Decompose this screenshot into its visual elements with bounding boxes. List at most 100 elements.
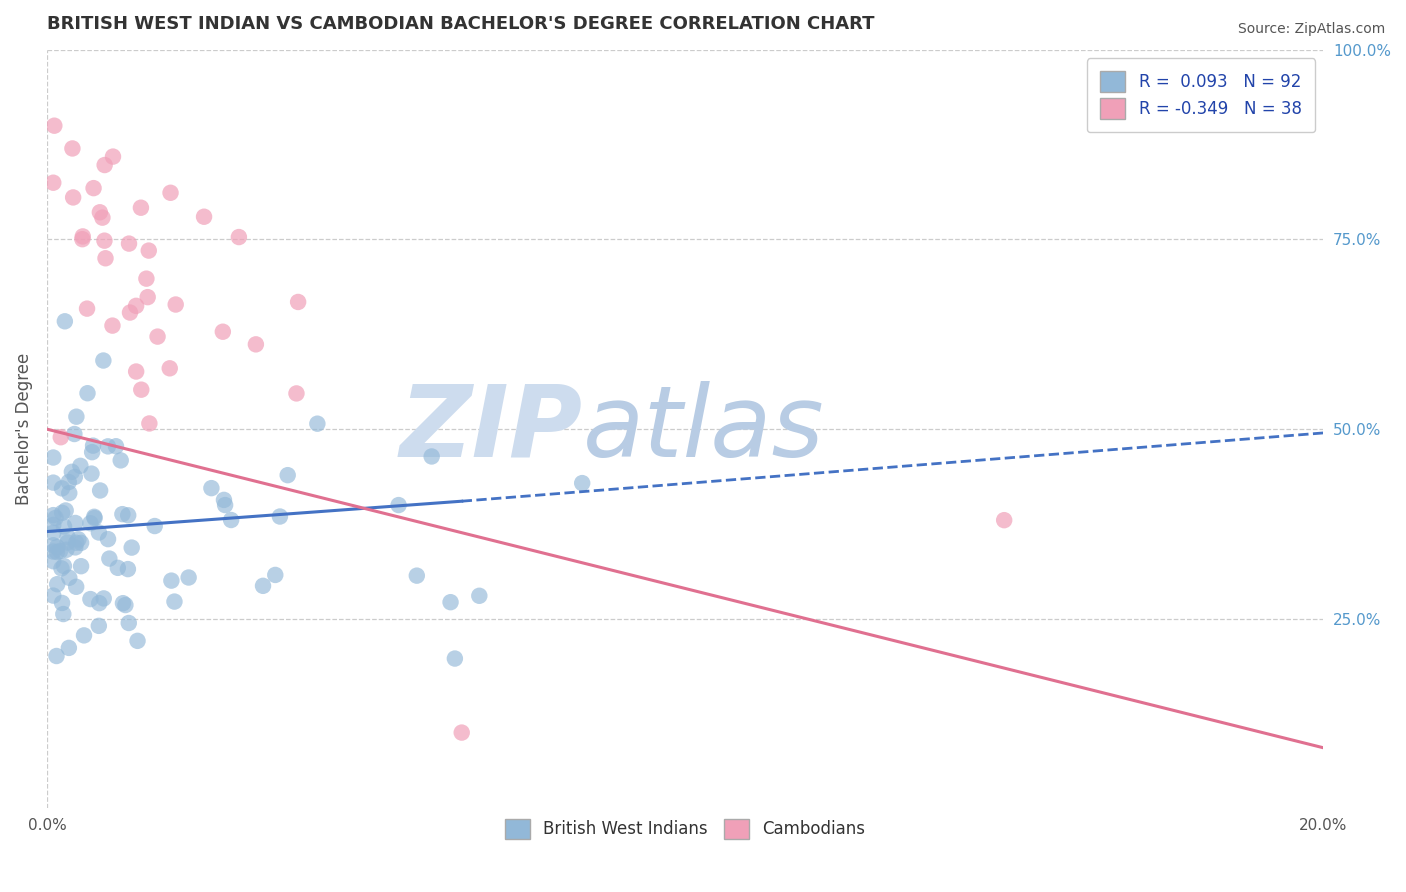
Point [159, 361, 181, 376]
Point [468, 589, 491, 603]
Point [252, 579, 274, 593]
Point [51, 506, 73, 520]
Point [79, 592, 101, 607]
Point [89, 205, 111, 219]
Point [129, 383, 152, 397]
Point [55, 503, 77, 517]
Point [94, 252, 117, 266]
Point [111, 507, 134, 521]
Text: BRITISH WEST INDIAN VS CAMBODIAN BACHELOR'S DEGREE CORRELATION CHART: BRITISH WEST INDIAN VS CAMBODIAN BACHELO… [46, 15, 875, 33]
Point [129, 201, 152, 215]
Point [159, 186, 181, 200]
Point [89, 483, 111, 498]
Point [51, 482, 73, 496]
Point [42, 544, 65, 558]
Point [93, 591, 115, 606]
Point [219, 513, 242, 527]
Point [439, 595, 461, 609]
Point [65, 409, 87, 424]
Point [60, 465, 83, 479]
Legend: British West Indians, Cambodians: British West Indians, Cambodians [498, 812, 872, 846]
Point [62, 141, 84, 155]
Point [46, 540, 69, 554]
Y-axis label: Bachelor's Degree: Bachelor's Degree [15, 353, 32, 505]
Point [993, 513, 1015, 527]
Point [52, 607, 75, 621]
Point [264, 568, 287, 582]
Text: ZIP: ZIP [399, 381, 583, 477]
Point [65, 580, 87, 594]
Point [228, 230, 250, 244]
Point [42, 517, 65, 532]
Point [277, 468, 299, 483]
Point [118, 615, 141, 630]
Point [65, 516, 87, 530]
Point [53, 314, 76, 328]
Point [387, 498, 409, 512]
Point [42, 554, 65, 568]
Point [107, 561, 129, 575]
Point [69, 458, 91, 473]
Point [177, 570, 200, 584]
Point [211, 325, 233, 339]
Point [135, 271, 157, 285]
Point [405, 568, 427, 582]
Point [58, 475, 80, 489]
Point [80, 467, 103, 481]
Point [42, 475, 65, 490]
Point [420, 450, 443, 464]
Point [49, 430, 72, 444]
Point [93, 158, 115, 172]
Point [104, 439, 127, 453]
Point [160, 574, 183, 588]
Point [101, 318, 124, 333]
Point [138, 244, 160, 258]
Point [42, 538, 65, 552]
Point [45, 648, 67, 663]
Point [82, 445, 104, 459]
Point [46, 545, 69, 559]
Point [58, 640, 80, 655]
Point [91, 211, 114, 225]
Point [65, 535, 87, 549]
Point [51, 596, 73, 610]
Point [287, 295, 309, 310]
Point [42, 525, 65, 540]
Point [165, 297, 187, 311]
Point [83, 181, 105, 195]
Point [121, 541, 143, 555]
Point [45, 511, 67, 525]
Point [146, 329, 169, 343]
Point [70, 559, 93, 574]
Point [200, 481, 222, 495]
Point [72, 229, 94, 244]
Point [245, 337, 267, 351]
Point [83, 509, 105, 524]
Point [143, 519, 166, 533]
Point [193, 210, 215, 224]
Point [76, 301, 98, 316]
Point [72, 232, 94, 246]
Point [444, 651, 467, 665]
Point [73, 628, 96, 642]
Text: atlas: atlas [583, 381, 824, 477]
Text: Source: ZipAtlas.com: Source: ZipAtlas.com [1237, 22, 1385, 37]
Point [76, 386, 98, 401]
Point [89, 596, 111, 610]
Point [285, 386, 308, 401]
Point [269, 509, 291, 524]
Point [63, 427, 86, 442]
Point [125, 365, 148, 379]
Point [70, 536, 93, 550]
Point [87, 619, 110, 633]
Point [101, 150, 124, 164]
Point [138, 417, 160, 431]
Point [63, 470, 86, 484]
Point [111, 596, 134, 610]
Point [118, 236, 141, 251]
Point [42, 450, 65, 465]
Point [114, 598, 136, 612]
Point [42, 508, 65, 522]
Point [212, 492, 235, 507]
Point [83, 511, 105, 525]
